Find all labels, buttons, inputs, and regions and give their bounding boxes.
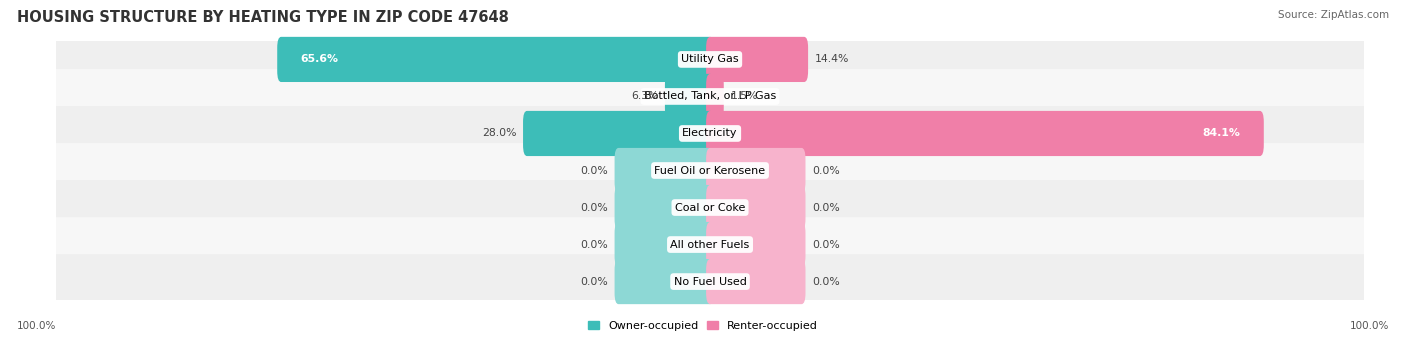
Text: 1.5%: 1.5% (730, 91, 758, 102)
FancyBboxPatch shape (614, 185, 714, 230)
Text: 0.0%: 0.0% (581, 277, 607, 286)
Text: 0.0%: 0.0% (813, 165, 839, 176)
FancyBboxPatch shape (706, 37, 808, 82)
Text: 0.0%: 0.0% (813, 239, 839, 250)
Text: 0.0%: 0.0% (581, 239, 607, 250)
FancyBboxPatch shape (706, 148, 806, 193)
Text: Fuel Oil or Kerosene: Fuel Oil or Kerosene (654, 165, 766, 176)
Legend: Owner-occupied, Renter-occupied: Owner-occupied, Renter-occupied (583, 316, 823, 336)
FancyBboxPatch shape (52, 69, 1368, 124)
FancyBboxPatch shape (614, 259, 714, 304)
Text: 0.0%: 0.0% (813, 203, 839, 212)
Text: Coal or Coke: Coal or Coke (675, 203, 745, 212)
Text: 100.0%: 100.0% (17, 321, 56, 331)
FancyBboxPatch shape (706, 111, 1264, 156)
Text: 0.0%: 0.0% (581, 203, 607, 212)
FancyBboxPatch shape (706, 74, 724, 119)
FancyBboxPatch shape (523, 111, 714, 156)
FancyBboxPatch shape (52, 254, 1368, 309)
FancyBboxPatch shape (52, 106, 1368, 161)
Text: 65.6%: 65.6% (301, 55, 339, 64)
FancyBboxPatch shape (706, 222, 806, 267)
Text: 100.0%: 100.0% (1350, 321, 1389, 331)
Text: HOUSING STRUCTURE BY HEATING TYPE IN ZIP CODE 47648: HOUSING STRUCTURE BY HEATING TYPE IN ZIP… (17, 10, 509, 25)
Text: All other Fuels: All other Fuels (671, 239, 749, 250)
Text: Bottled, Tank, or LP Gas: Bottled, Tank, or LP Gas (644, 91, 776, 102)
FancyBboxPatch shape (614, 148, 714, 193)
FancyBboxPatch shape (52, 180, 1368, 235)
FancyBboxPatch shape (52, 32, 1368, 87)
Text: Electricity: Electricity (682, 129, 738, 138)
Text: No Fuel Used: No Fuel Used (673, 277, 747, 286)
FancyBboxPatch shape (52, 143, 1368, 198)
FancyBboxPatch shape (52, 217, 1368, 272)
Text: 0.0%: 0.0% (813, 277, 839, 286)
Text: 28.0%: 28.0% (482, 129, 516, 138)
Text: 84.1%: 84.1% (1202, 129, 1240, 138)
Text: 14.4%: 14.4% (814, 55, 849, 64)
FancyBboxPatch shape (277, 37, 714, 82)
Text: Utility Gas: Utility Gas (682, 55, 738, 64)
FancyBboxPatch shape (706, 185, 806, 230)
FancyBboxPatch shape (706, 259, 806, 304)
Text: 6.3%: 6.3% (631, 91, 658, 102)
Text: 0.0%: 0.0% (581, 165, 607, 176)
Text: Source: ZipAtlas.com: Source: ZipAtlas.com (1278, 10, 1389, 20)
FancyBboxPatch shape (614, 222, 714, 267)
FancyBboxPatch shape (665, 74, 714, 119)
